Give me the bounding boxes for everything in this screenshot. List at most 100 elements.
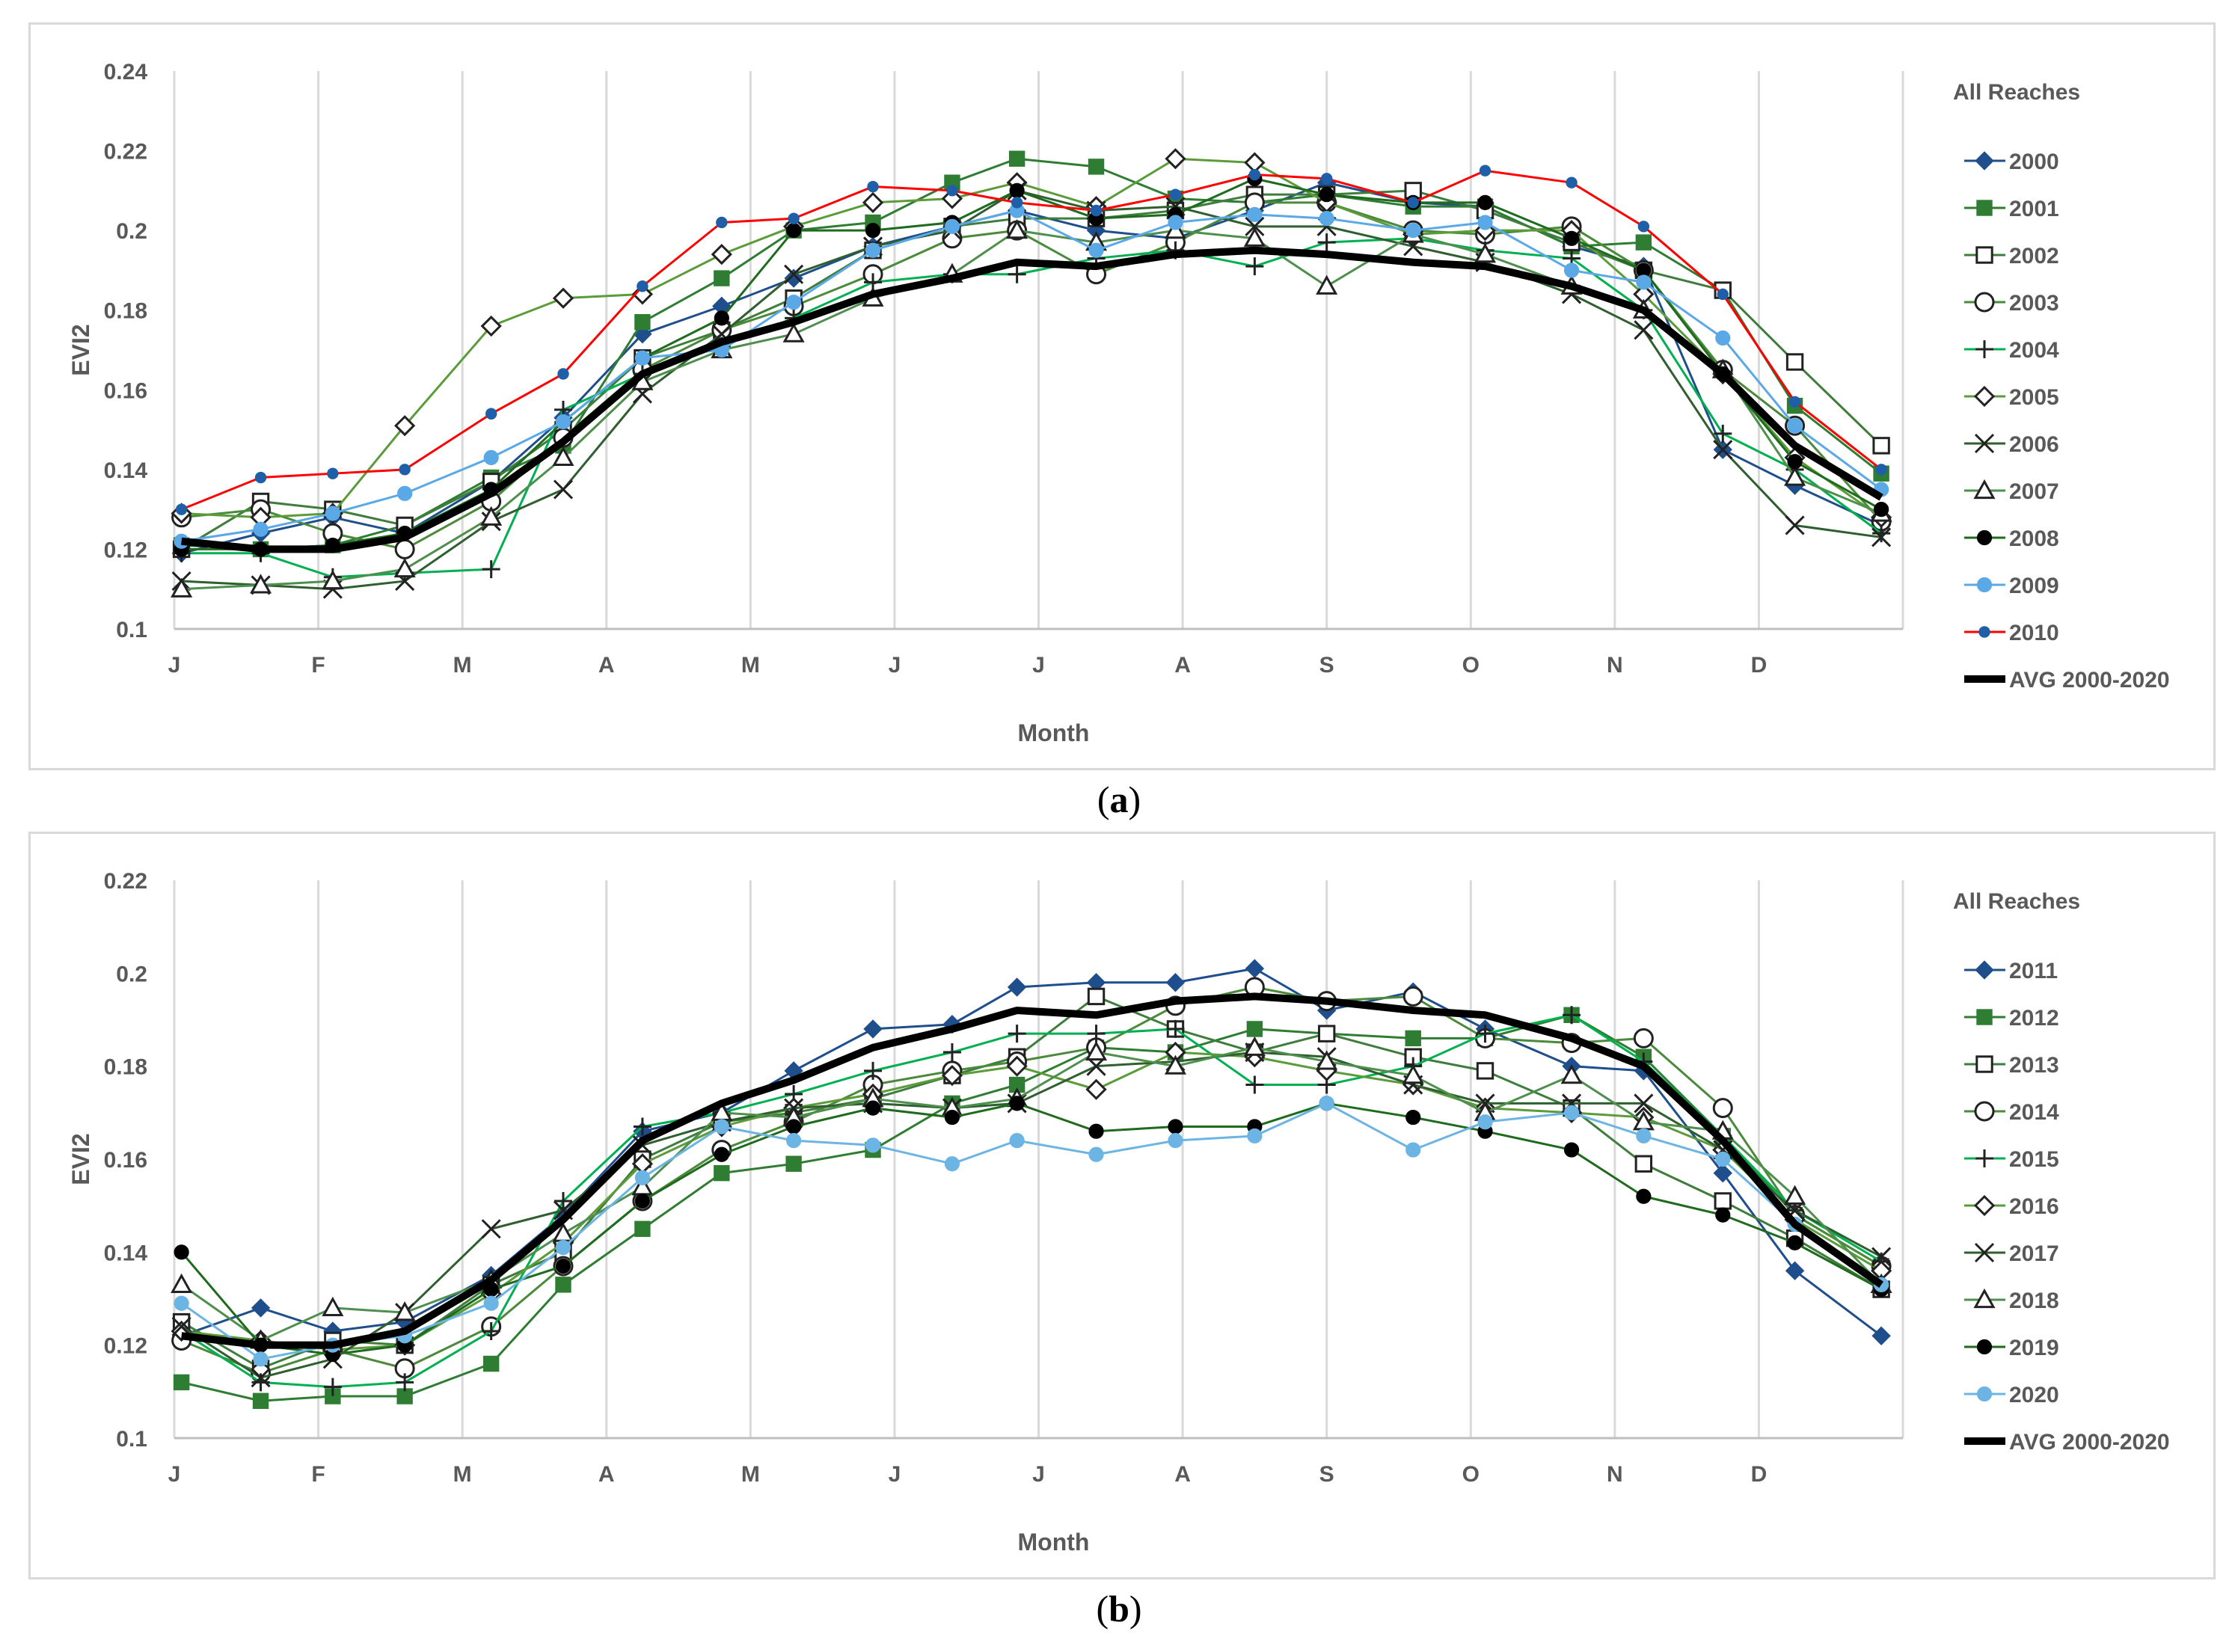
chart-b-legend-label: 2016	[2009, 1194, 2059, 1219]
chart-a-data-point	[1316, 274, 1338, 295]
chart-a-data-point	[482, 560, 500, 579]
chart-b-data-point	[1007, 977, 1027, 997]
chart-b-data-point	[1168, 1133, 1183, 1149]
chart-a-legend-label: 2007	[2009, 479, 2059, 504]
chart-a-month-label: J	[889, 653, 901, 678]
chart-b-data-point	[634, 1220, 651, 1237]
chart-b-legend-label: 2011	[2009, 959, 2058, 983]
chart-b-data-point	[1563, 1142, 1580, 1158]
chart-a-data-point	[1319, 187, 1334, 203]
chart-b-data-point	[251, 1368, 271, 1388]
chart-b-data-point	[1714, 1192, 1732, 1210]
chart-b-data-point	[1715, 1151, 1731, 1167]
chart-a-data-point	[1875, 464, 1887, 476]
chart-a-data-point	[1787, 454, 1803, 470]
chart-a-legend-label: 2004	[2009, 338, 2059, 363]
chart-a-data-point	[944, 218, 960, 234]
chart-b-data-point	[1636, 1128, 1652, 1144]
chart-a-series-line	[181, 201, 1883, 550]
chart-a-ytick-label: 0.2	[116, 219, 147, 244]
chart-a-data-point	[1247, 206, 1263, 222]
chart-a-legend-label: 2008	[2009, 526, 2059, 551]
chart-b-svg: 0.1 0.12 0.14 0.16 0.18 0.2 0.22 J F M A M J J A S O N D Mo…	[67, 869, 2170, 1556]
chart-b-data-point	[174, 1244, 189, 1260]
chart-b-data-point	[251, 1298, 271, 1318]
chart-a-data-point	[1714, 424, 1732, 443]
chart-b-legend-marker	[1973, 1194, 1996, 1217]
chart-a-legend-label: 2006	[2009, 432, 2059, 457]
chart-a-series-2010	[175, 165, 1887, 515]
chart-b-month-label: M	[741, 1462, 760, 1487]
chart-a-data-point	[1637, 221, 1650, 233]
chart-b-data-point	[941, 1064, 963, 1087]
chart-b-data-point	[483, 1295, 499, 1311]
chart-b-legend-label: 2014	[2009, 1100, 2059, 1125]
chart-b-data-point	[554, 1191, 572, 1210]
chart-a-data-point	[1407, 197, 1419, 209]
chart-b-legend-marker	[1976, 1386, 1993, 1402]
chart-a-data-point	[1479, 165, 1492, 176]
chart-b-data-point	[1713, 1163, 1732, 1183]
chart-a-ylabel: EVI2	[67, 324, 94, 375]
chart-a-data-point	[397, 485, 413, 501]
chart-a-data-point	[786, 294, 802, 310]
chart-b-legend-marker	[1976, 1339, 1993, 1355]
chart-a-legend-marker	[1975, 340, 1993, 358]
chart-a-series-2001	[173, 150, 1889, 558]
chart-a-data-point	[1715, 330, 1731, 346]
chart-a-data-point	[1317, 233, 1336, 252]
chart-a-series-line	[181, 157, 1882, 519]
chart-b-data-point	[863, 1019, 883, 1039]
chart-b-data-point	[396, 1373, 414, 1392]
chart-b-data-point	[786, 1119, 802, 1134]
chart-a-data-point	[637, 280, 649, 292]
chart-b-data-point	[1784, 1185, 1806, 1205]
chart-b-data-point	[555, 1277, 571, 1293]
chart-b-data-point	[944, 1156, 960, 1172]
chart-a-series-line	[181, 169, 1883, 511]
chart-a-xlabel: Month	[1018, 719, 1090, 746]
chart-a-legend-marker	[1975, 151, 1994, 171]
chart-a-series-line	[181, 229, 1882, 591]
chart-a-data-point	[1405, 223, 1421, 239]
chart-a-ytick-label: 0.14	[104, 458, 148, 483]
chart-b-legend-label: 2020	[2009, 1383, 2059, 1407]
chart-b-series-line	[181, 1013, 1882, 1402]
chart-b-data-point	[482, 1322, 500, 1341]
chart-b-xlabel: Month	[1018, 1529, 1090, 1556]
chart-b-data-point	[1560, 1064, 1583, 1084]
chart-a-legend-label: AVG 2000-2020	[2009, 668, 2170, 693]
chart-b-data-point	[1168, 1119, 1183, 1134]
chart-b-month-label: F	[311, 1462, 325, 1487]
chart-a-data-point	[1320, 173, 1333, 185]
chart-b-ytick-label: 0.22	[104, 869, 147, 894]
chart-a-data-point	[862, 191, 884, 213]
chart-b-data-point	[785, 1155, 802, 1172]
chart-a-data-point	[1088, 242, 1104, 258]
chart-a-data-point	[946, 185, 958, 197]
chart-a-data-point	[1477, 215, 1493, 230]
chart-b-data-point	[1405, 1030, 1421, 1047]
chart-a-data-point	[394, 415, 416, 437]
chart-b-data-point	[1085, 1078, 1107, 1100]
chart-a-series-2008	[174, 171, 1889, 557]
chart-b-data-point	[1246, 1021, 1263, 1037]
chart-b-data-point	[1316, 1050, 1338, 1070]
chart-a-data-point	[1477, 194, 1493, 210]
chart-a-data-point	[711, 243, 732, 265]
chart-a-data-point	[253, 521, 269, 537]
chart-a-data-point	[1635, 234, 1652, 251]
chart-a-data-point	[254, 471, 267, 484]
chart-b-data-point	[1405, 1109, 1421, 1126]
chart-a-series-2007	[171, 219, 1892, 598]
chart-b-ytick-label: 0.2	[116, 962, 147, 986]
chart-a-legend-marker	[1974, 433, 1995, 454]
chart-panel-b: 0.1 0.12 0.14 0.16 0.18 0.2 0.22 J F M A M J J A S O N D Mo…	[28, 832, 2216, 1579]
chart-b-legend-marker	[1973, 1288, 1996, 1309]
chart-b-data-point	[942, 1043, 961, 1062]
chart-b-data-point	[1785, 1261, 1805, 1280]
chart-b-series-2020	[174, 1096, 1889, 1367]
chart-b-month-label: O	[1462, 1462, 1480, 1487]
chart-b-data-point	[1787, 1235, 1803, 1251]
chart-b-ytick-label: 0.1	[116, 1427, 147, 1452]
